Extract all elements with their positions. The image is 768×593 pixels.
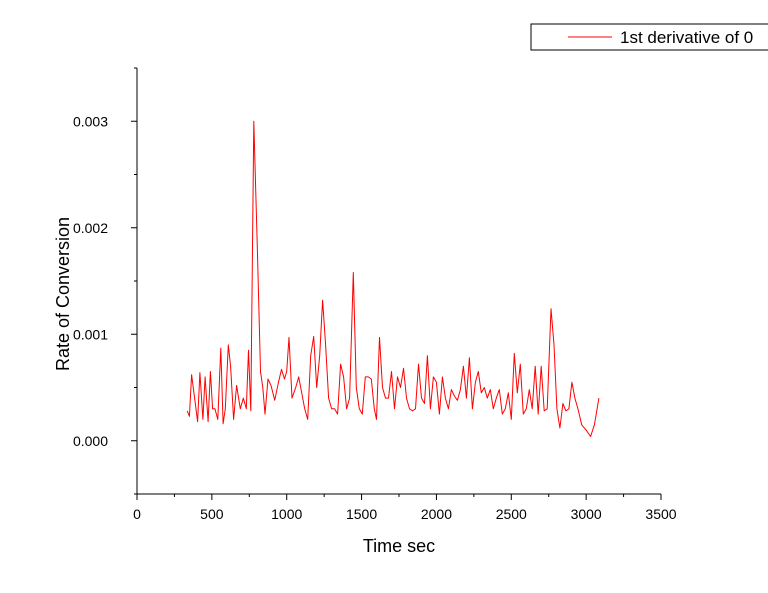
- x-tick-label: 2500: [496, 506, 527, 522]
- legend: 1st derivative of 0: [530, 23, 768, 51]
- y-axis-title: Rate of Conversion: [53, 217, 73, 371]
- y-tick-label: 0.000: [73, 433, 108, 449]
- x-tick-label: 1500: [346, 506, 377, 522]
- y-tick-label: 0.003: [73, 113, 108, 129]
- x-tick-label: 3500: [645, 506, 676, 522]
- series-layer: [186, 120, 600, 437]
- y-tick-label: 0.001: [73, 326, 108, 342]
- x-tick-label: 0: [133, 506, 141, 522]
- y-tick-label: 0.002: [73, 220, 108, 236]
- x-tick-label: 1000: [271, 506, 302, 522]
- x-axis-title: Time sec: [363, 536, 435, 556]
- series-line-0: [186, 120, 600, 437]
- x-tick-label: 500: [200, 506, 224, 522]
- axes: 0 500 1000 1500 2000 2500 3000 3500 0.0000.0010…: [73, 67, 677, 522]
- y-ticks: 0.000 0.001 0.002 0.003: [73, 67, 137, 495]
- x-tick-label: 2000: [421, 506, 452, 522]
- x-ticks: 0 500 1000 1500 2000 2500 3000 3500: [133, 494, 677, 522]
- legend-label: 1st derivative of 0: [620, 28, 753, 47]
- x-tick-label: 3000: [571, 506, 602, 522]
